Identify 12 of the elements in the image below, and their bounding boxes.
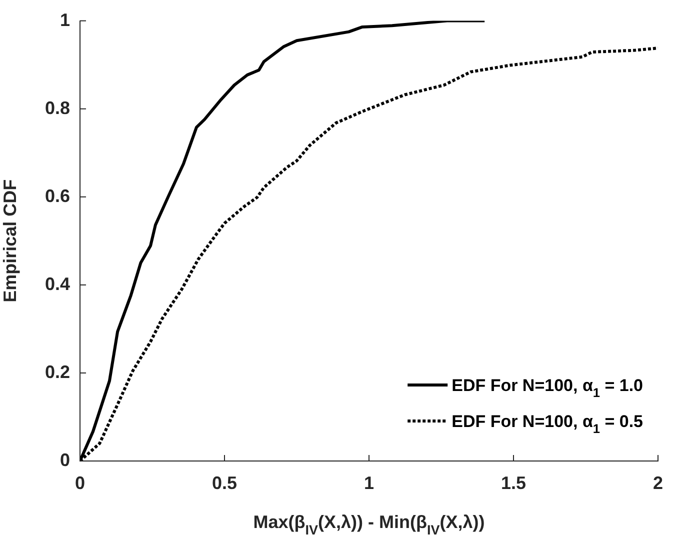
x-tick-label: 1.5 — [500, 472, 526, 493]
y-tick-label: 0 — [60, 450, 70, 470]
x-tick-label: 1 — [364, 472, 374, 493]
y-tick-label: 0.6 — [44, 186, 70, 206]
y-tick-label: 0.4 — [44, 274, 70, 294]
y-tick-label: 0.8 — [44, 98, 70, 118]
x-tick-label: 0 — [74, 472, 86, 493]
y-axis-title: Empirical CDF — [0, 179, 20, 302]
y-tick-label: 0.2 — [44, 362, 70, 382]
y-tick-label: 1 — [60, 10, 70, 30]
x-tick-label: 0.5 — [212, 472, 238, 493]
x-tick-label: 2 — [652, 472, 663, 493]
